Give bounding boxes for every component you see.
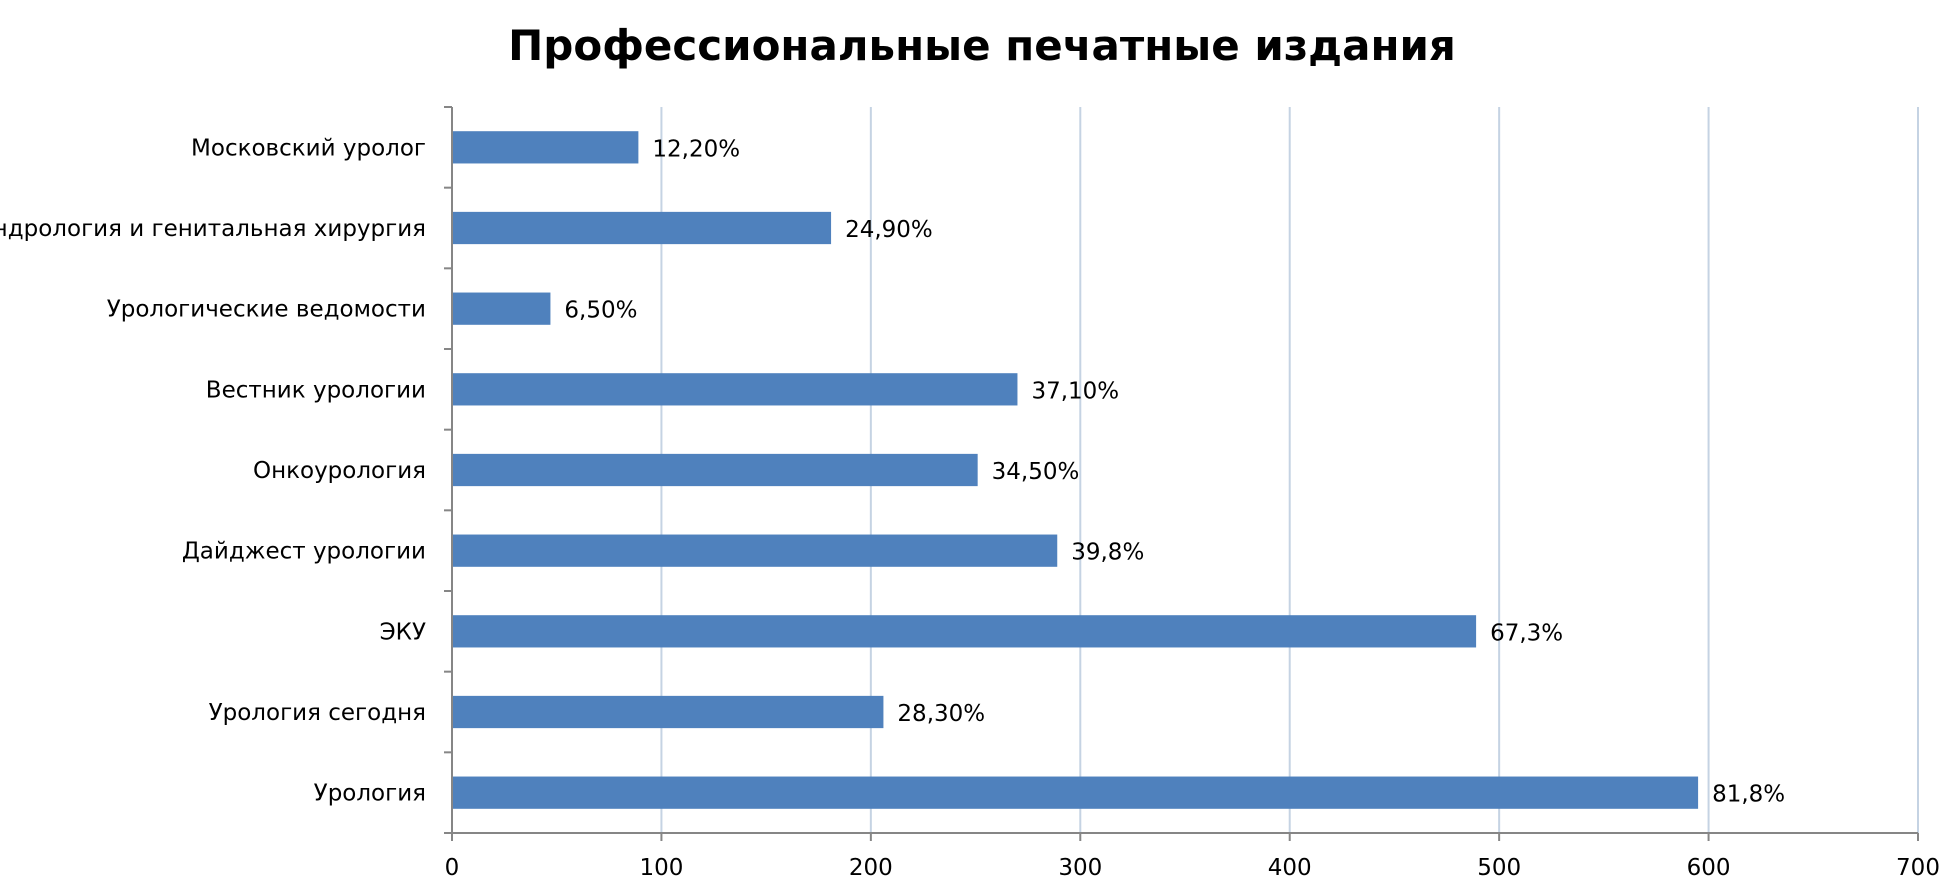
- data-label: 81,8%: [1712, 782, 1785, 808]
- category-label: Онкоурология: [253, 458, 426, 484]
- data-label: 12,20%: [652, 136, 740, 162]
- bar: [453, 211, 832, 245]
- data-label: 37,10%: [1031, 378, 1119, 404]
- axes: [444, 106, 1919, 841]
- data-label: 67,3%: [1490, 620, 1563, 646]
- labels: 0 100 200 300 400 500 600 700 Московский уролог 1…: [0, 135, 1940, 881]
- category-label: Андрология и генитальная хирургия: [0, 216, 426, 242]
- x-tick-label: 700: [1896, 855, 1940, 881]
- x-tick-label: 0: [445, 855, 460, 881]
- bar: [453, 615, 1477, 648]
- bar: [453, 776, 1699, 809]
- bar: [453, 695, 884, 729]
- category-label: Московский уролог: [191, 135, 426, 161]
- bar: [453, 131, 639, 164]
- bar: [453, 292, 551, 325]
- x-tick-label: 400: [1268, 855, 1312, 881]
- gridlines: [660, 107, 1919, 833]
- x-tick-label: 300: [1058, 855, 1102, 881]
- data-label: 39,8%: [1071, 540, 1144, 566]
- category-label: Вестник урологии: [206, 377, 426, 403]
- data-label: 28,30%: [897, 701, 985, 727]
- x-tick-label: 500: [1477, 855, 1521, 881]
- category-label: Урологические ведомости: [107, 297, 426, 323]
- bar: [453, 453, 978, 487]
- category-label: ЭКУ: [380, 619, 426, 645]
- data-label: 6,50%: [564, 298, 637, 324]
- category-label: Урология сегодня: [209, 700, 426, 726]
- x-tick-label: 100: [639, 855, 683, 881]
- bar: [453, 534, 1058, 567]
- category-label: Дайджест урологии: [182, 539, 426, 565]
- category-label: Урология: [314, 781, 426, 807]
- bars: [453, 131, 1699, 809]
- x-tick-label: 600: [1687, 855, 1731, 881]
- bar: [453, 373, 1018, 406]
- chart-title: Профессиональные печатные издания: [508, 21, 1456, 70]
- data-label: 24,90%: [845, 217, 933, 243]
- data-label: 34,50%: [992, 459, 1080, 485]
- x-tick-label: 200: [849, 855, 893, 881]
